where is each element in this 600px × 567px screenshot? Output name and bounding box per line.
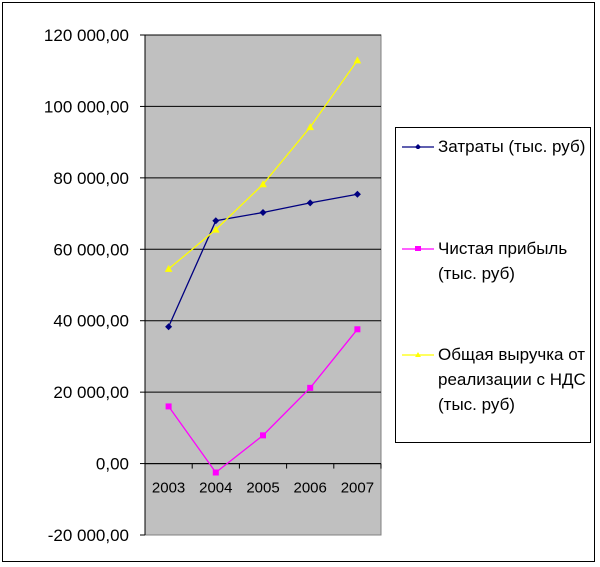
x-tick-label: 2004 bbox=[199, 480, 232, 497]
axes bbox=[144, 35, 381, 535]
data-point bbox=[354, 326, 361, 333]
legend-label-costs: Затраты (тыс. руб) bbox=[438, 137, 586, 156]
chart-frame: -20 000,00 0,00 20 000,00 40 000,00 60 000,0… bbox=[2, 2, 595, 562]
legend-label-revenue: Общая выручка от реализации с НДС (тыс. … bbox=[438, 345, 586, 414]
data-point bbox=[164, 264, 173, 272]
x-tick-label: 2005 bbox=[246, 480, 279, 497]
x-tick-label: 2006 bbox=[294, 480, 327, 497]
x-tick-label: 2003 bbox=[152, 480, 185, 497]
data-point bbox=[353, 56, 362, 64]
legend-swatch-revenue bbox=[402, 352, 434, 357]
data-point bbox=[212, 225, 220, 233]
data-point bbox=[306, 199, 314, 207]
data-point bbox=[212, 469, 219, 476]
data-point bbox=[353, 190, 361, 198]
y-tick-label: 40 000,00 bbox=[53, 312, 129, 331]
x-tick-label: 2007 bbox=[341, 480, 374, 497]
series-2 bbox=[164, 56, 362, 272]
plot-area bbox=[144, 34, 382, 536]
y-tick-label: 0,00 bbox=[96, 455, 129, 474]
data-point bbox=[306, 123, 314, 131]
x-axis-ticks: 2003 2004 2005 2006 2007 bbox=[144, 463, 382, 497]
data-point bbox=[307, 384, 314, 391]
series-0 bbox=[165, 190, 361, 331]
series-1 bbox=[165, 326, 361, 476]
data-point bbox=[260, 432, 266, 439]
data-point bbox=[165, 403, 172, 410]
y-tick-label: 100 000,00 bbox=[44, 97, 129, 116]
y-tick-label: 60 000,00 bbox=[53, 240, 129, 259]
y-tick-label: 20 000,00 bbox=[53, 383, 129, 402]
series-layer bbox=[164, 56, 362, 476]
data-point bbox=[165, 323, 173, 331]
legend-swatch-net-profit bbox=[402, 246, 434, 251]
y-axis-ticks: -20 000,00 0,00 20 000,00 40 000,00 60 000,0… bbox=[44, 26, 145, 545]
line-chart: -20 000,00 0,00 20 000,00 40 000,00 60 000,0… bbox=[44, 26, 382, 545]
legend-label-net-profit: Чистая прибыль (тыс. руб) bbox=[438, 239, 568, 283]
data-point bbox=[259, 180, 267, 188]
y-tick-label: 120 000,00 bbox=[44, 26, 129, 45]
y-tick-label: -20 000,00 bbox=[48, 526, 129, 545]
y-tick-label: 80 000,00 bbox=[53, 169, 129, 188]
legend: Затраты (тыс. руб) Чистая прибыль (тыс. … bbox=[395, 127, 591, 443]
legend-swatch-costs bbox=[402, 144, 434, 149]
data-point bbox=[259, 209, 267, 216]
data-point bbox=[212, 217, 220, 225]
